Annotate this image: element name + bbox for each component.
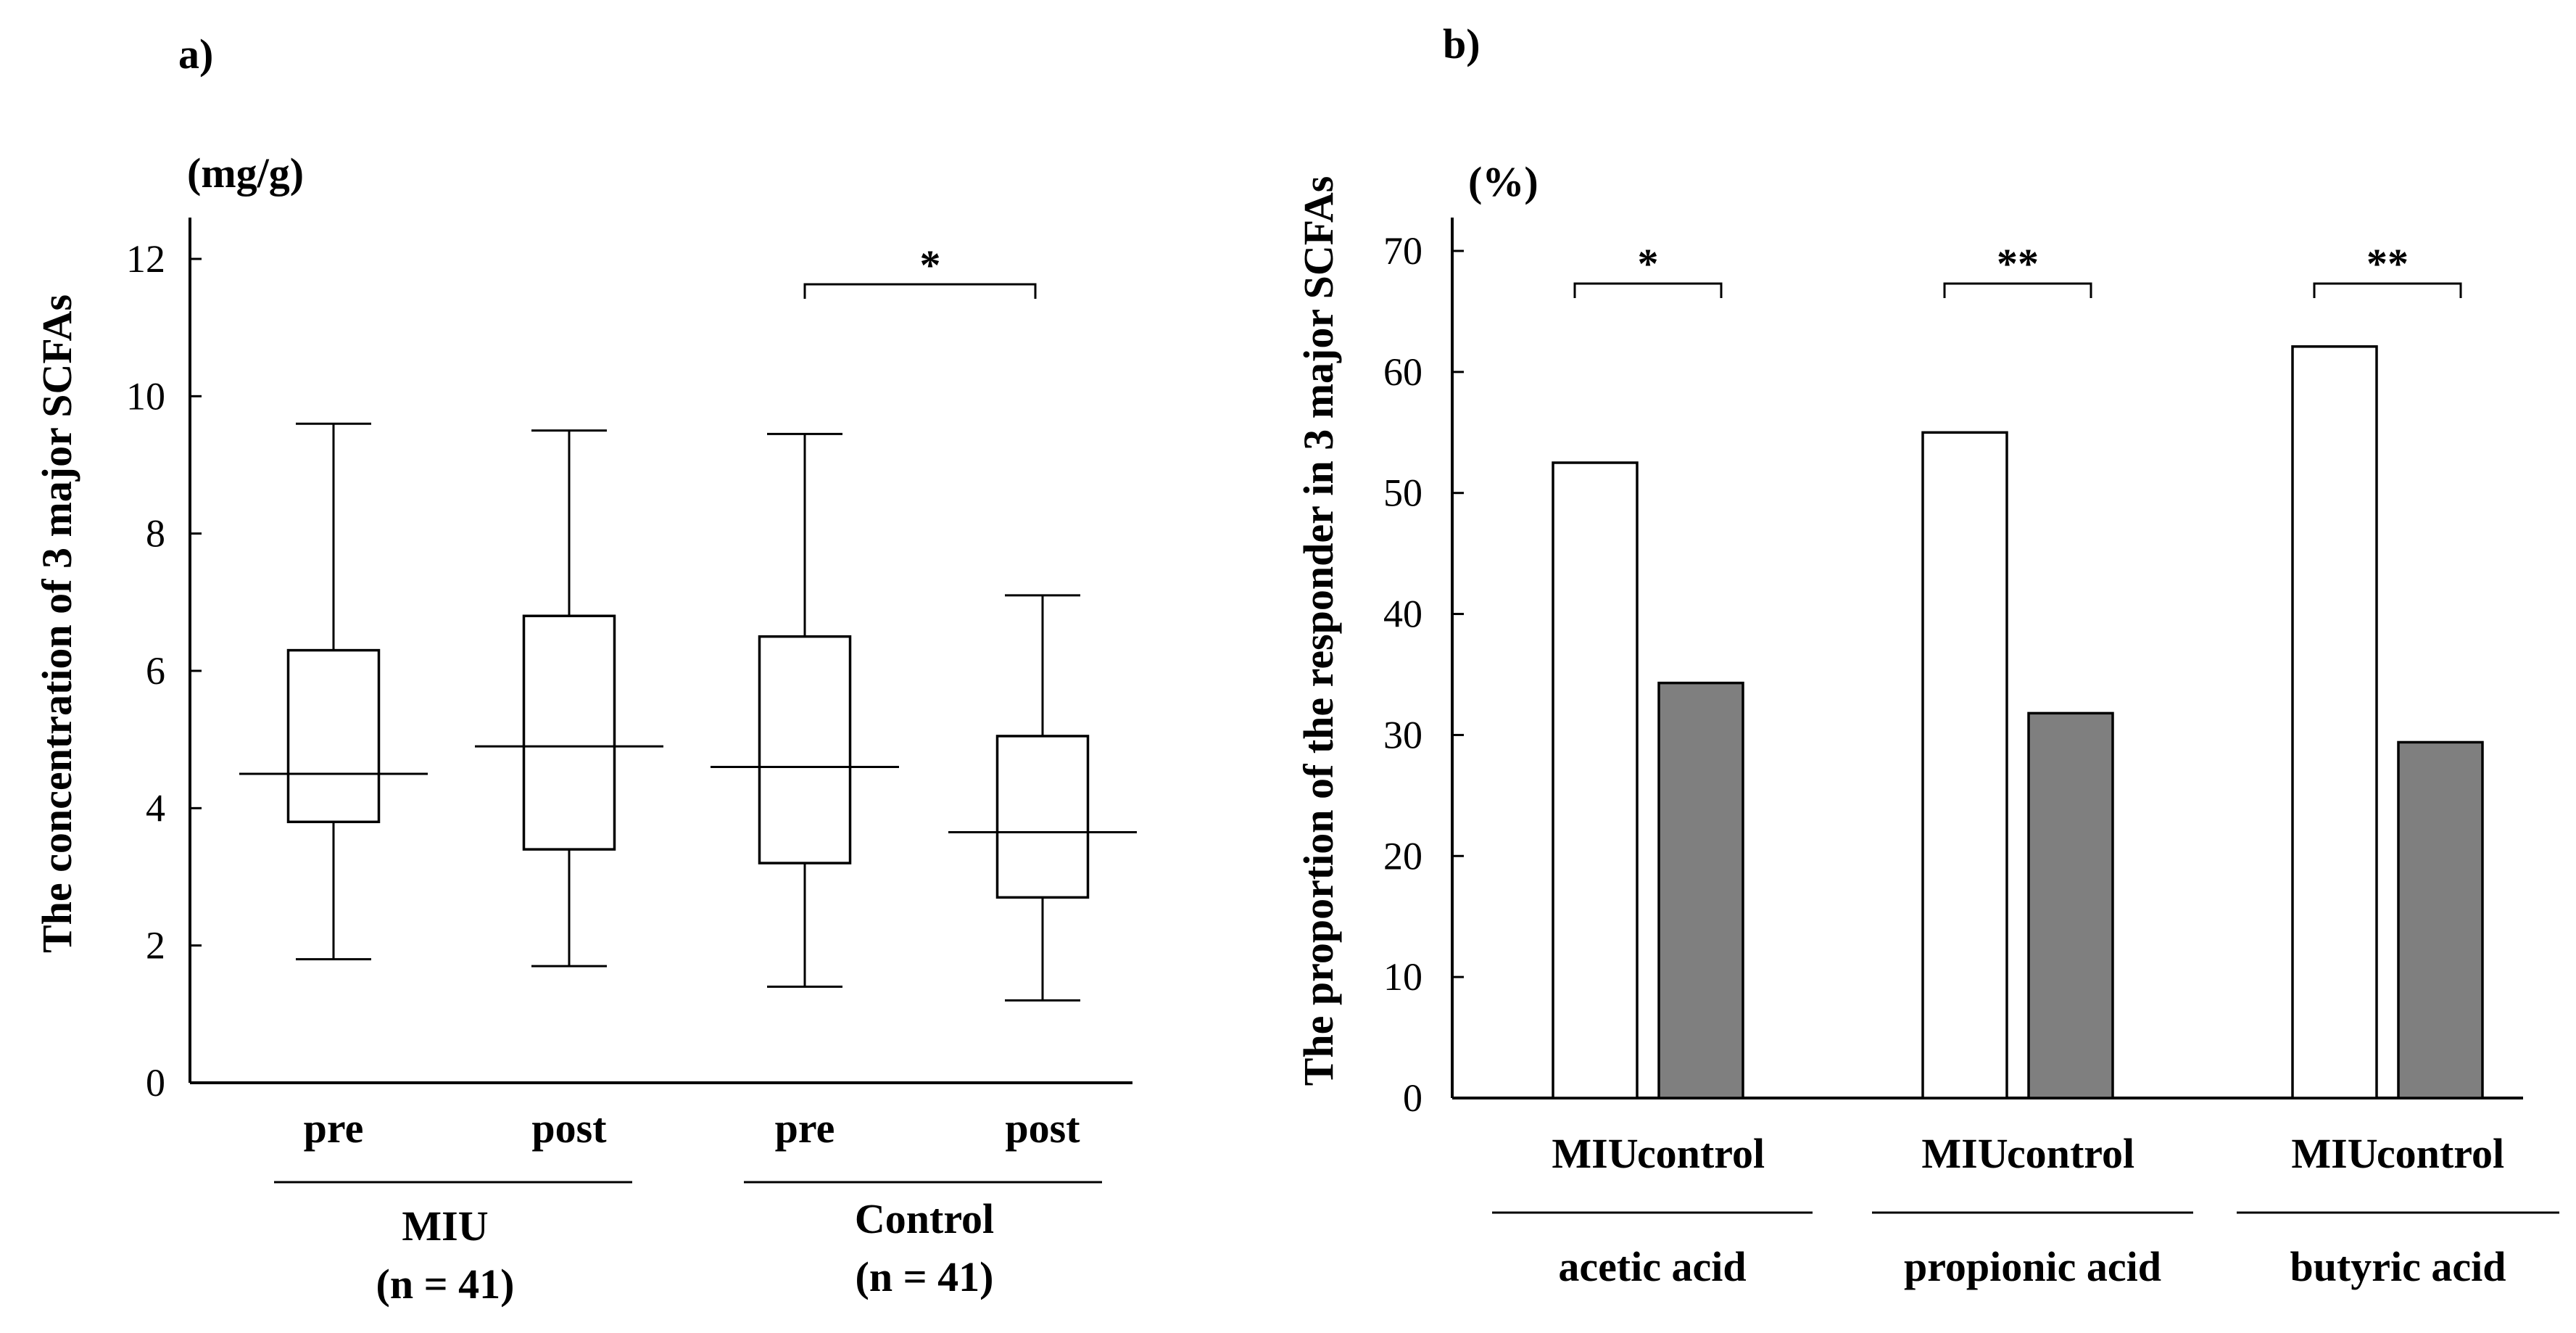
panel-b-bars: * ** ** xyxy=(1552,240,2484,1099)
panel-b-bar-miu xyxy=(1552,461,1639,1099)
panel-b-y-tick-label: 20 xyxy=(1383,834,1422,878)
panel-b-y-axis-title: The proportion of the responder in 3 maj… xyxy=(1295,176,1342,1086)
panel-a-y-axis-title: The concentration of 3 major SCFAs xyxy=(33,294,80,953)
panel-a-category-label: post xyxy=(1005,1105,1080,1152)
panel-b-y-tick-label: 30 xyxy=(1383,713,1422,756)
panel-a-y-tick-label: 12 xyxy=(126,237,165,281)
panel-b-y-ticks: 0 10 20 30 40 50 60 70 xyxy=(1383,229,1464,1120)
panel-b-significance-bracket xyxy=(1573,282,1723,298)
panel-b-significance-label: ** xyxy=(2366,240,2409,287)
panel-a-y-tick-label: 10 xyxy=(126,374,165,418)
panel-b-series-label-miu: MIU xyxy=(2291,1130,2377,1177)
panel-a-y-tick-label: 8 xyxy=(146,512,165,556)
panel-a-y-tick-label: 4 xyxy=(146,786,165,830)
panel-a-group-label-miu: MIU xyxy=(402,1202,488,1250)
panel-b-label: b) xyxy=(1443,20,1480,67)
panel-b: b) (%) The proportion of the responder i… xyxy=(1295,20,2559,1290)
panel-b-bar-control xyxy=(1657,681,1744,1099)
panel-a-box xyxy=(758,635,852,864)
panel-a-y-ticks: 0 2 4 6 8 10 12 xyxy=(126,237,202,1105)
panel-a-category-label: post xyxy=(531,1105,607,1152)
panel-a-box xyxy=(286,648,381,824)
panel-b-group-name: butyric acid xyxy=(2290,1243,2506,1290)
panel-b-significance-label: ** xyxy=(1997,240,2039,287)
panel-b-significance-label: * xyxy=(1638,240,1659,287)
panel-b-bar-miu xyxy=(1921,431,2008,1099)
panel-a-category-label: pre xyxy=(304,1105,364,1152)
panel-b-series-label-control: control xyxy=(2377,1130,2504,1177)
panel-b-bar-control xyxy=(2397,740,2484,1099)
panel-a-category-labels: pre post pre post xyxy=(304,1105,1081,1152)
panel-b-significance-bracket xyxy=(2313,282,2462,298)
panel-b-series-label-control: control xyxy=(1637,1130,1765,1177)
panel-b-group-name: propionic acid xyxy=(1904,1243,2161,1290)
panel-a-label: a) xyxy=(178,30,213,78)
panel-a-category-label: pre xyxy=(775,1105,835,1152)
panel-b-y-tick-label: 10 xyxy=(1383,955,1422,999)
panel-b-unit-label: (%) xyxy=(1468,158,1538,205)
panel-b-y-tick-label: 40 xyxy=(1383,593,1422,636)
panel-a-box xyxy=(995,735,1090,899)
panel-b-bar-control xyxy=(2027,711,2114,1099)
panel-a-box xyxy=(522,614,616,851)
panel-a-significance-bracket xyxy=(803,283,1037,299)
panel-b-significance-bracket xyxy=(1943,282,2092,298)
panel-a-y-tick-label: 2 xyxy=(146,924,165,967)
panel-a-boxes xyxy=(239,422,1137,1002)
panel-b-series-label-miu: MIU xyxy=(1552,1130,1638,1177)
panel-a-group-label-control: Control xyxy=(855,1195,994,1242)
panel-a: a) (mg/g) The concentration of 3 major S… xyxy=(33,30,1137,1308)
panel-b-y-tick-label: 70 xyxy=(1383,229,1422,273)
panel-a-unit-label: (mg/g) xyxy=(187,149,304,197)
panel-b-y-tick-label: 60 xyxy=(1383,350,1422,394)
panel-a-group-n-control: (n = 41) xyxy=(856,1253,994,1300)
panel-b-series-label-miu: MIU xyxy=(1921,1130,2008,1177)
panel-a-y-tick-label: 6 xyxy=(146,649,165,693)
panel-b-series-label-control: control xyxy=(2007,1130,2134,1177)
panel-a-group-n-miu: (n = 41) xyxy=(376,1260,515,1308)
panel-b-y-tick-label: 50 xyxy=(1383,471,1422,515)
panel-b-bar-miu xyxy=(2291,345,2378,1099)
panel-b-group-name: acetic acid xyxy=(1558,1243,1746,1290)
panel-b-y-tick-label: 0 xyxy=(1403,1076,1422,1120)
panel-a-significance-label: * xyxy=(920,242,941,289)
panel-a-y-tick-label: 0 xyxy=(146,1061,165,1105)
